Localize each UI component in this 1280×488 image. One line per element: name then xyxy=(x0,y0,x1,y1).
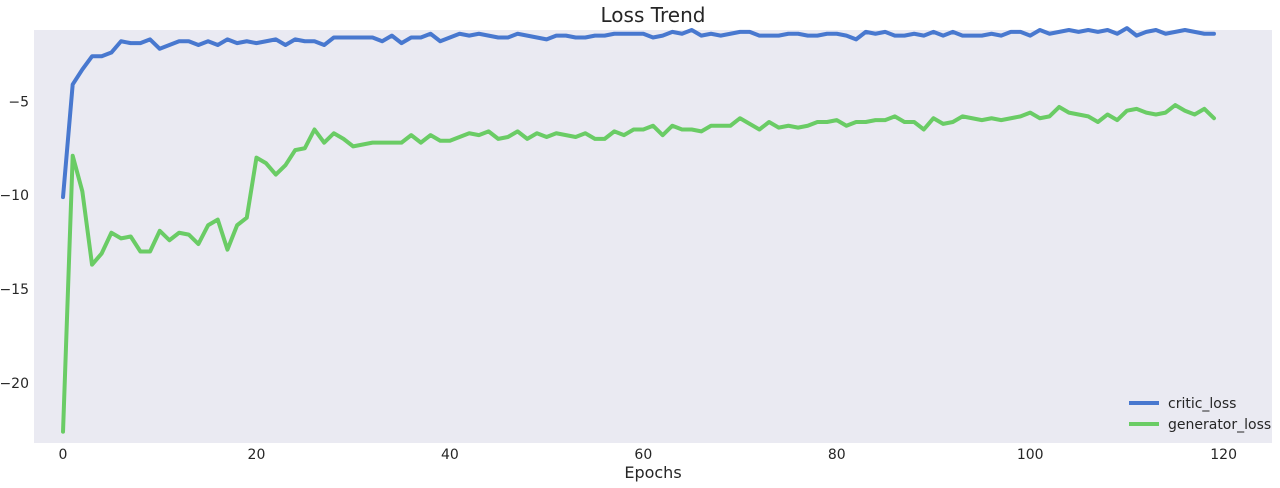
x-tick-labels: 0 20 40 60 80 100 120 xyxy=(59,447,1237,463)
y-tick-label: −20 xyxy=(0,376,29,392)
legend-label-critic-loss: critic_loss xyxy=(1168,396,1236,412)
x-tick-label: 40 xyxy=(441,447,459,463)
x-tick-label: 100 xyxy=(1017,447,1044,463)
x-tick-label: 0 xyxy=(59,447,68,463)
x-tick-label: 60 xyxy=(634,447,652,463)
plot-background xyxy=(34,30,1272,443)
x-tick-label: 20 xyxy=(248,447,266,463)
x-axis-label: Epochs xyxy=(624,463,681,482)
chart-title: Loss Trend xyxy=(601,3,706,27)
x-tick-label: 80 xyxy=(828,447,846,463)
x-tick-label: 120 xyxy=(1210,447,1237,463)
series-line-generator-loss xyxy=(61,103,1216,434)
legend-label-generator-loss: generator_loss xyxy=(1168,417,1271,433)
y-tick-labels: −20 −15 −10 −5 xyxy=(0,94,29,392)
y-tick-label: −5 xyxy=(8,94,29,110)
y-tick-label: −10 xyxy=(0,188,29,204)
series-line-critic-loss xyxy=(61,26,1216,200)
y-tick-label: −15 xyxy=(0,282,29,298)
legend: critic_loss generator_loss xyxy=(1129,396,1271,433)
series-layer xyxy=(61,26,1216,434)
